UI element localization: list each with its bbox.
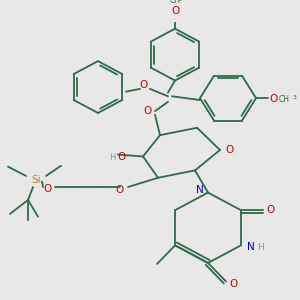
Text: O: O	[270, 94, 278, 104]
Text: 3: 3	[178, 0, 182, 2]
Text: O: O	[118, 152, 126, 162]
Text: N: N	[196, 185, 204, 195]
Text: N: N	[247, 242, 255, 252]
Text: H: H	[109, 153, 115, 162]
Text: CH: CH	[169, 0, 181, 5]
Text: O: O	[226, 145, 234, 155]
Text: O: O	[139, 80, 147, 90]
Text: CH: CH	[278, 94, 290, 103]
Text: O: O	[43, 184, 51, 194]
Text: O: O	[143, 106, 151, 116]
Text: O: O	[267, 205, 275, 215]
Text: O: O	[116, 185, 124, 195]
Text: 3: 3	[293, 95, 297, 100]
Text: H: H	[257, 243, 264, 252]
Text: Si: Si	[31, 175, 41, 184]
Text: O: O	[229, 279, 237, 289]
Text: O: O	[171, 6, 179, 16]
